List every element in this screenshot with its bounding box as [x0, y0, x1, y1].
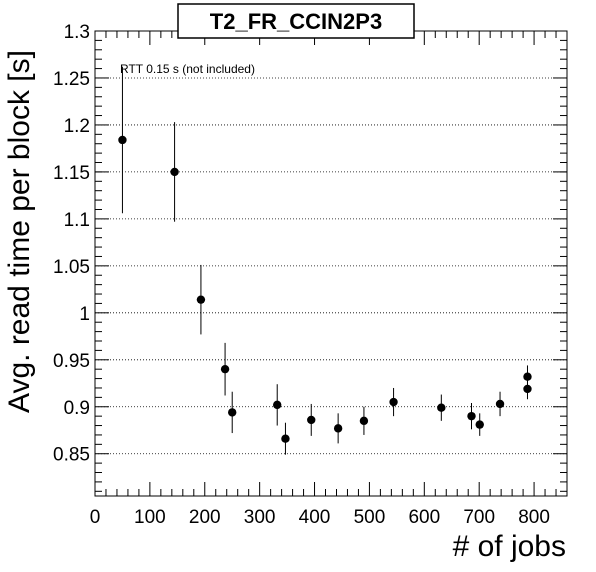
- x-tick-label: 100: [134, 507, 166, 528]
- x-tick-label: 400: [299, 507, 331, 528]
- y-tick-label: 1.25: [53, 69, 90, 90]
- data-point: [523, 384, 532, 394]
- data-point: [467, 411, 476, 421]
- y-axis: 0.85 0.9 0.95 1 1.05 1.1 1.15 1.2 1.25 1.3: [53, 22, 567, 492]
- annotation-text: RTT 0.15 s (not included): [120, 62, 255, 76]
- title-box-frame: [177, 3, 415, 39]
- title-box: T2_FR_CCIN2P3: [177, 3, 415, 39]
- y-tick-label: 1: [79, 304, 90, 325]
- y-tick-label: 0.95: [53, 351, 90, 372]
- data-point: [333, 424, 343, 433]
- data-point: [389, 397, 398, 407]
- x-tick-label: 500: [354, 507, 386, 528]
- data-point: [118, 135, 127, 145]
- y-tick-label: 1.05: [53, 257, 90, 278]
- data-point: [437, 403, 446, 412]
- x-axis: 0 100 200 300 400 500 600 700 800: [90, 31, 557, 528]
- data-point: [281, 434, 290, 443]
- data-point: [228, 408, 237, 417]
- data-point: [359, 416, 369, 426]
- y-tick-label: 1.2: [64, 116, 90, 137]
- x-axis-title: # of jobs: [453, 530, 566, 563]
- data-point: [220, 364, 230, 374]
- x-tick-label: 600: [408, 507, 440, 528]
- x-tick-label: 800: [518, 507, 550, 528]
- data-point: [495, 399, 505, 409]
- data-point: [475, 420, 484, 429]
- x-tick-label: 200: [189, 507, 221, 528]
- y-tick-label: 1.1: [64, 210, 90, 231]
- grid-lines: [95, 30, 567, 455]
- y-tick-label: 1.3: [64, 22, 90, 43]
- data-points: [118, 66, 532, 455]
- data-point: [523, 372, 532, 381]
- data-point: [196, 295, 206, 304]
- y-axis-title: Avg. read time per block [s]: [3, 50, 36, 413]
- data-point: [170, 167, 179, 177]
- y-tick-label: 1.15: [53, 163, 90, 184]
- x-tick-label: 0: [90, 507, 101, 528]
- x-tick-label: 700: [463, 507, 495, 528]
- data-point: [273, 400, 282, 410]
- data-point: [307, 415, 316, 425]
- chart-title: T2_FR_CCIN2P3: [210, 9, 382, 34]
- y-tick-label: 0.9: [64, 398, 90, 419]
- x-tick-label: 300: [244, 507, 276, 528]
- plot-frame: [94, 30, 568, 497]
- y-tick-label: 0.85: [53, 445, 90, 466]
